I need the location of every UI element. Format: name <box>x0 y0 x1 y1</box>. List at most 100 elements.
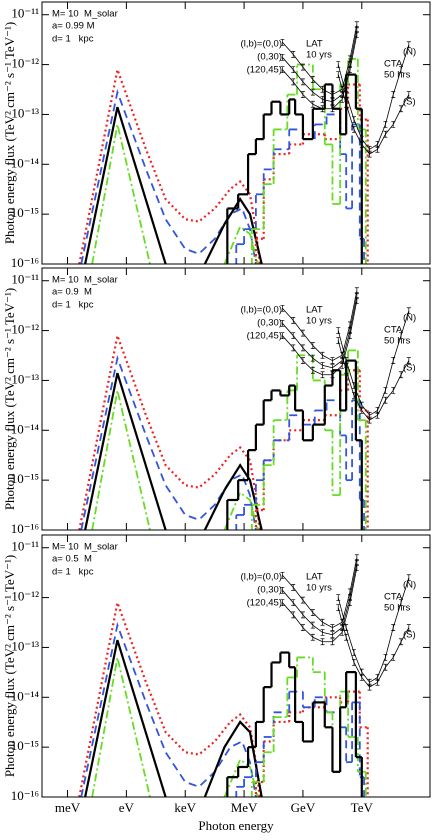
sensitivity-point <box>359 674 364 681</box>
y-tick-label: 10⁻¹¹ <box>11 539 39 554</box>
y-tick-label: 10⁻¹¹ <box>11 6 39 21</box>
model-curve <box>80 621 257 797</box>
sensitivity-point <box>399 599 404 607</box>
sensitivity-point <box>280 586 285 594</box>
annotation: CTA <box>384 59 403 70</box>
sensitivity-point <box>291 317 296 324</box>
sensitivity-point <box>406 357 411 364</box>
sensitivity-point <box>344 633 349 641</box>
sensitivity-point <box>391 91 396 98</box>
model-curve <box>78 65 261 264</box>
sensitivity-point <box>330 624 335 631</box>
annotation: d= 1 kpc <box>52 567 94 578</box>
sensitivity-point <box>375 145 380 153</box>
plot-frame <box>41 1 431 265</box>
sensitivity-point <box>310 609 315 616</box>
sensitivity-point <box>406 574 411 582</box>
model-curve <box>84 372 263 530</box>
sensitivity-point <box>347 66 352 74</box>
sensitivity-point <box>354 31 359 38</box>
sensitivity-point <box>330 91 335 98</box>
annotation: CTA <box>384 325 403 336</box>
step-connector <box>226 360 363 530</box>
sensitivity-point <box>340 362 345 369</box>
annotation: (N) <box>403 47 416 58</box>
sensitivity-point <box>351 116 356 123</box>
annotation: (120,45) <box>247 65 282 76</box>
sensitivity-point <box>330 371 335 379</box>
plot-frame <box>41 267 431 531</box>
sensitivity-point <box>336 327 341 334</box>
sensitivity-point <box>320 96 325 103</box>
model-curve <box>78 598 261 797</box>
sensitivity-point <box>320 618 325 626</box>
sensitivity-point <box>310 100 315 108</box>
sensitivity-point <box>291 78 296 86</box>
sensitivity-point <box>280 66 285 74</box>
annotation: 50 hrs <box>384 70 411 81</box>
annotation: (S) <box>403 630 416 641</box>
sensitivity-point <box>291 599 296 607</box>
x-tick-label: eV <box>119 800 135 815</box>
sensitivity-point <box>391 654 396 661</box>
sensitivity-point <box>291 584 296 591</box>
sensitivity-curve <box>337 44 410 150</box>
annotation: d= 1 kpc <box>52 300 94 311</box>
sensitivity-point <box>351 126 356 133</box>
annotation: (l,b)=(0,0) <box>241 305 282 316</box>
annotation: (N) <box>403 313 416 324</box>
x-tick-label: GeV <box>291 800 316 815</box>
y-tick-label: 10⁻¹³ <box>11 105 39 120</box>
sensitivity-point <box>336 594 341 601</box>
annotation: LAT <box>306 305 323 316</box>
sensitivity-point <box>300 329 305 337</box>
sensitivity-curve <box>337 310 410 416</box>
sensitivity-point <box>391 387 396 394</box>
sensitivity-point <box>280 53 285 61</box>
annotation: LAT <box>306 572 323 583</box>
sensitivity-point <box>399 638 404 646</box>
y-axis-title: Photon energy flux (TeV² cm⁻² s⁻¹ TeV⁻¹) <box>2 288 17 510</box>
sensitivity-point <box>291 344 296 352</box>
sensitivity-point <box>367 683 372 691</box>
sensitivity-point <box>383 130 388 138</box>
sensitivity-point <box>354 297 359 304</box>
annotation: CTA <box>384 592 403 603</box>
sensitivity-point <box>291 611 296 619</box>
sensitivity-point <box>300 596 305 604</box>
annotation: 50 hrs <box>384 336 411 347</box>
sensitivity-point <box>280 304 285 312</box>
model-curve <box>84 639 263 797</box>
x-tick-label: MeV <box>231 800 258 815</box>
plot-frame <box>41 534 431 798</box>
sensitivity-point <box>383 654 388 661</box>
sensitivity-curve <box>337 74 410 155</box>
sensitivity-point <box>406 307 411 315</box>
y-tick-label: 10⁻¹⁴ <box>11 155 40 170</box>
sensitivity-point <box>359 407 364 414</box>
sensitivity-point <box>391 624 396 631</box>
sensitivity-point <box>340 96 345 103</box>
sensitivity-point <box>383 396 388 404</box>
x-tick-label: meV <box>55 800 81 815</box>
plot-area <box>78 287 411 530</box>
x-axis-title: Photon energy <box>198 818 274 833</box>
sensitivity-point <box>399 105 404 113</box>
step-connector <box>226 74 363 264</box>
plot-area <box>78 21 411 264</box>
sensitivity-point <box>399 371 404 379</box>
annotation: (N) <box>403 580 416 591</box>
y-tick-label: 10⁻¹⁴ <box>11 688 40 703</box>
sensitivity-point <box>310 88 315 96</box>
y-tick-label: 10⁻¹⁶ <box>11 255 39 270</box>
annotation: a= 0.5 M <box>52 554 92 565</box>
plot-area <box>78 554 411 797</box>
annotation: 10 yrs <box>306 583 332 594</box>
sensitivity-point <box>291 51 296 58</box>
sensitivity-point <box>280 599 285 607</box>
sensitivity-point <box>310 621 315 629</box>
sensitivity-point <box>336 604 341 611</box>
sensitivity-point <box>300 63 305 71</box>
y-axis-title: Photon energy flux (TeV² cm⁻² s⁻¹ TeV⁻¹) <box>2 555 17 777</box>
annotation: a= 0.9 M <box>52 287 92 298</box>
